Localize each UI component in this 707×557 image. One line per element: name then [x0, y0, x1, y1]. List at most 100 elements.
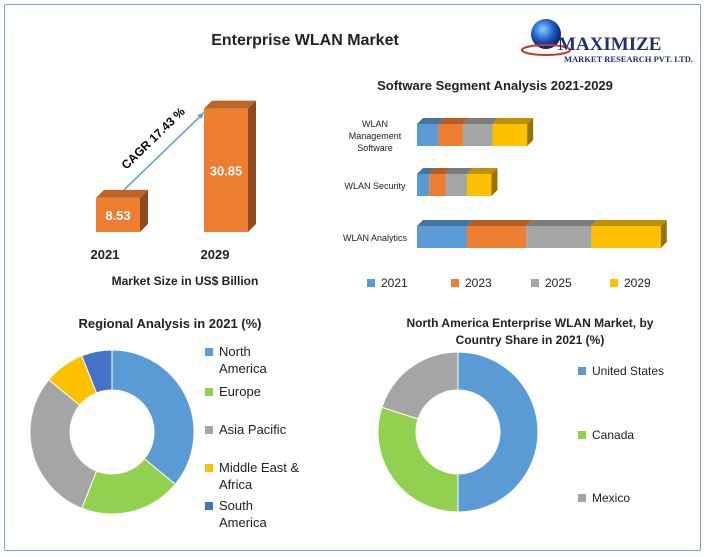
- region-slice-0: [111, 349, 195, 485]
- legend-swatch-2029: [610, 279, 618, 287]
- segment-0-2021: [417, 124, 439, 146]
- category-label-1: WLAN Security: [344, 181, 406, 191]
- region-legend-line-1-0: Europe: [219, 384, 261, 399]
- segment-top-2-1: [466, 220, 533, 226]
- region-legend-label-4: South America: [219, 497, 267, 531]
- region-legend-line-0-0: North: [219, 344, 251, 359]
- segment-1-2029: [466, 174, 492, 196]
- region-legend-line-4-1: America: [219, 515, 267, 530]
- country-donut-chart: [377, 351, 539, 513]
- data-label-2029: 30.85: [210, 163, 243, 178]
- page-title: Enterprise WLAN Market: [211, 32, 399, 49]
- country-legend-item-0: United States: [578, 364, 664, 378]
- legend-swatch-2023: [451, 279, 459, 287]
- country-slice-0: [457, 351, 539, 513]
- region-legend-item-3: Middle East & Africa: [205, 459, 299, 493]
- category-label-0: Management: [349, 131, 402, 141]
- bar-top-2029: [204, 100, 256, 109]
- company-logo: MAXIMIZE MARKET RESEARCH PVT. LTD.: [520, 14, 700, 64]
- data-label-2021: 8.53: [105, 208, 130, 223]
- region-legend-item-4: South America: [205, 497, 267, 531]
- regional-donut-chart: [29, 349, 195, 515]
- region-legend-label-2: Asia Pacific: [219, 421, 286, 438]
- country-legend-swatch-0: [578, 367, 586, 375]
- legend-swatch-2021: [367, 279, 375, 287]
- logo-name: MAXIMIZE: [558, 34, 662, 55]
- region-legend-item-2: Asia Pacific: [205, 421, 286, 438]
- legend-label-2023: 2023: [465, 276, 492, 290]
- country-legend-label-2: Mexico: [592, 491, 631, 505]
- legend-label-2021: 2021: [381, 276, 408, 290]
- bar-side-2029: [248, 100, 256, 232]
- segment-top-2-2: [526, 220, 598, 226]
- region-legend-label-3: Middle East & Africa: [219, 459, 299, 493]
- bar-2029: [204, 108, 248, 232]
- country-legend: United States Canada Mexico: [578, 360, 698, 520]
- region-legend-label-1: Europe: [219, 383, 261, 400]
- country-legend-item-1: Canada: [578, 428, 634, 442]
- region-legend-swatch-2: [205, 426, 213, 434]
- region-legend-swatch-1: [205, 388, 213, 396]
- segment-2-2021: [417, 226, 467, 248]
- region-slice-2: [29, 379, 98, 509]
- logo-tagline: MARKET RESEARCH PVT. LTD.: [564, 54, 694, 64]
- segment-side-1: [491, 168, 498, 196]
- region-legend-swatch-0: [205, 348, 213, 356]
- year-label-2029: 2029: [200, 247, 230, 262]
- category-label-2: WLAN Analytics: [343, 233, 408, 243]
- segment-top-0-1: [438, 118, 469, 124]
- region-slice-4: [81, 349, 113, 394]
- globe-icon: [521, 19, 571, 56]
- segment-top-1-2: [445, 168, 473, 174]
- region-legend-line-3-0: Middle East &: [219, 460, 300, 475]
- region-legend-item-1: Europe: [205, 383, 261, 400]
- segment-2-2025: [526, 226, 592, 248]
- x-axis-title: Market Size in US$ Billion: [111, 274, 259, 288]
- segment-top-0-0: [417, 118, 445, 124]
- segment-top-0-2: [462, 118, 499, 124]
- category-label-0: Software: [357, 143, 393, 153]
- segment-0-2025: [462, 124, 493, 146]
- cagr-arrow: [123, 112, 205, 191]
- year-label-2021: 2021: [90, 247, 120, 262]
- region-legend-swatch-4: [205, 502, 213, 510]
- region-legend-item-0: North America: [205, 343, 267, 377]
- legend-swatch-2025: [531, 279, 539, 287]
- country-legend-label-0: United States: [592, 364, 665, 378]
- category-label-0: WLAN: [362, 119, 388, 129]
- segment-top-1-1: [429, 168, 452, 174]
- bar-top-2021: [96, 189, 148, 198]
- region-legend-line-2-0: Asia Pacific: [219, 422, 287, 437]
- figure-frame: [4, 4, 701, 551]
- segment-top-0-3: [492, 118, 534, 124]
- country-legend-swatch-1: [578, 431, 586, 439]
- segment-top-2-0: [417, 220, 473, 226]
- country-legend-swatch-2: [578, 494, 586, 502]
- legend-label-2025: 2025: [545, 276, 572, 290]
- region-legend-swatch-3: [205, 464, 213, 472]
- segment-top-1-0: [417, 168, 436, 174]
- segment-2-2029: [591, 226, 661, 248]
- legend-label-2029: 2029: [624, 276, 651, 290]
- country-slice-2: [381, 351, 459, 420]
- software-segment-chart: WLAN Management Software WLAN Security WLAN …: [343, 118, 667, 290]
- segment-0-2029: [492, 124, 528, 146]
- bar-2021: [96, 197, 140, 232]
- segment-0-2023: [438, 124, 463, 146]
- segment-top-2-3: [591, 220, 667, 226]
- segment-top-1-3: [466, 168, 498, 174]
- cagr-arrowhead: [197, 112, 204, 120]
- segment-2-2023: [466, 226, 527, 248]
- segment-1-2023: [429, 174, 446, 196]
- segment-side-0: [527, 118, 534, 146]
- region-legend-line-4-0: South: [219, 498, 253, 513]
- segment-chart-title: Software Segment Analysis 2021-2029: [377, 78, 613, 93]
- country-legend-item-2: Mexico: [578, 491, 630, 505]
- country-chart-title-line-1: North America Enterprise WLAN Market, by: [406, 316, 654, 330]
- region-legend-line-0-1: America: [219, 361, 267, 376]
- segment-1-2021: [417, 174, 430, 196]
- region-legend-line-3-1: Africa: [219, 477, 253, 492]
- bar-side-2021: [140, 189, 148, 232]
- segment-side-2: [660, 220, 667, 248]
